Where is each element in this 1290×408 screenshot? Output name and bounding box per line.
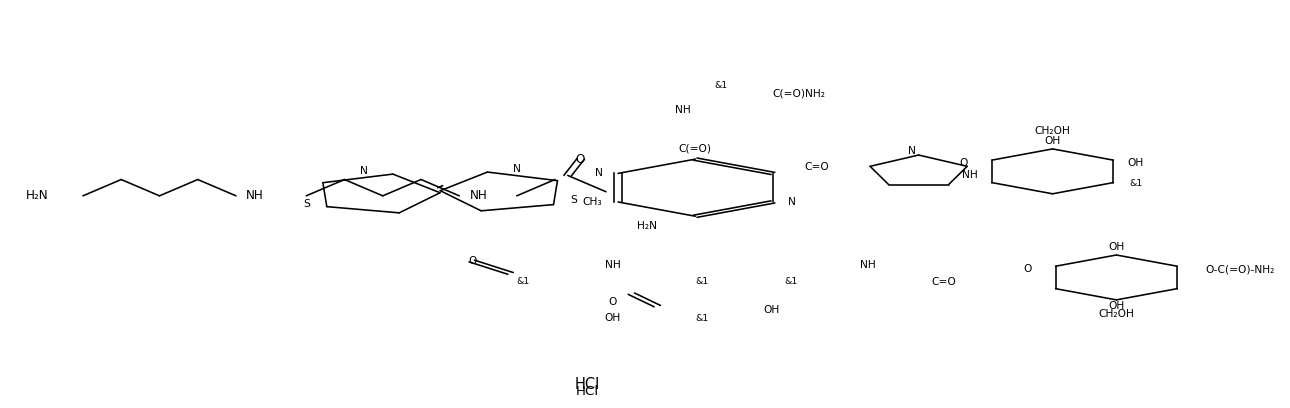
Text: O: O: [1023, 264, 1031, 274]
Text: OH: OH: [764, 305, 780, 315]
Text: NH: NH: [675, 105, 690, 115]
Text: O-C(=O)-NH₂: O-C(=O)-NH₂: [1205, 264, 1275, 274]
Text: O: O: [575, 153, 586, 166]
Text: &1: &1: [516, 277, 530, 286]
Text: O: O: [608, 297, 617, 307]
Text: H₂N: H₂N: [26, 189, 48, 202]
Text: NH: NH: [246, 189, 264, 202]
Text: &1: &1: [695, 277, 708, 286]
Text: N: N: [788, 197, 796, 207]
Text: &1: &1: [784, 277, 797, 286]
Text: NH: NH: [470, 189, 488, 202]
Text: N: N: [360, 166, 368, 176]
Text: NH: NH: [605, 260, 620, 270]
Text: OH: OH: [1108, 242, 1125, 252]
Text: C=O: C=O: [931, 277, 956, 286]
Text: CH₂OH: CH₂OH: [1098, 309, 1134, 319]
Text: &1: &1: [1129, 179, 1142, 188]
Text: C(=O): C(=O): [679, 144, 712, 154]
Text: N: N: [512, 164, 521, 174]
Text: HCl: HCl: [574, 377, 600, 392]
Text: NH: NH: [961, 171, 978, 180]
Text: &1: &1: [695, 314, 708, 323]
Text: O: O: [468, 256, 476, 266]
Text: N: N: [908, 146, 916, 156]
Text: OH: OH: [1045, 136, 1060, 146]
Text: OH: OH: [604, 313, 620, 323]
Text: O: O: [958, 158, 968, 168]
Text: CH₃: CH₃: [583, 197, 602, 207]
Text: CH₂OH: CH₂OH: [1035, 126, 1071, 135]
Text: C=O: C=O: [805, 162, 829, 172]
Text: H₂N: H₂N: [637, 222, 657, 231]
Text: NH: NH: [859, 260, 876, 270]
Text: OH: OH: [1127, 158, 1143, 168]
Text: HCl: HCl: [575, 385, 599, 398]
Text: &1: &1: [715, 81, 728, 90]
Text: N: N: [595, 169, 602, 178]
Text: S: S: [570, 195, 578, 205]
Text: C(=O)NH₂: C(=O)NH₂: [771, 89, 824, 99]
Text: OH: OH: [1108, 301, 1125, 311]
Text: S: S: [303, 199, 310, 209]
